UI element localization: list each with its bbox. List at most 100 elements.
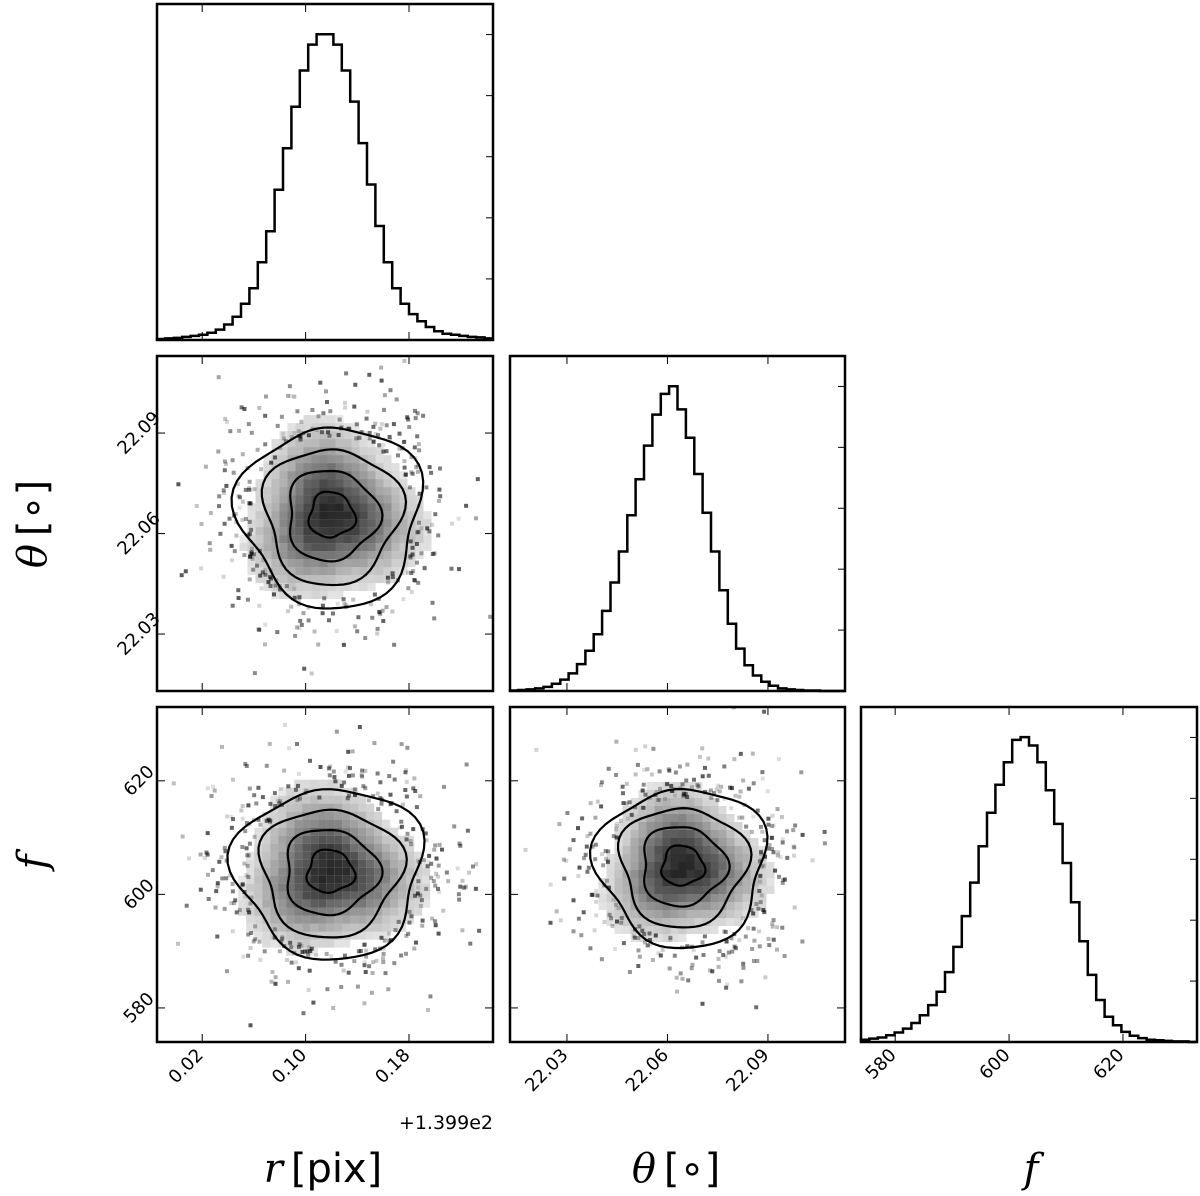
sample-point	[751, 814, 756, 819]
density-cell	[303, 495, 312, 504]
density-cell	[423, 511, 432, 520]
sample-point	[198, 852, 203, 857]
density-cell	[254, 907, 263, 916]
x-tick-label-f: 620	[1089, 1045, 1128, 1084]
density-cell	[390, 899, 399, 908]
density-cell	[678, 894, 687, 902]
sample-point	[759, 864, 764, 869]
sample-point	[288, 394, 293, 398]
density-cell	[678, 862, 687, 870]
sample-point	[611, 897, 616, 902]
sample-point	[579, 933, 584, 938]
density-cell	[302, 907, 311, 916]
sample-point	[402, 359, 407, 363]
density-cell	[334, 851, 343, 860]
density-cell	[670, 822, 679, 830]
sample-point	[411, 786, 416, 791]
sample-point	[305, 949, 309, 954]
sample-point	[362, 1001, 367, 1006]
sample-point	[317, 795, 322, 800]
density-cell	[327, 567, 336, 576]
density-cell	[319, 535, 328, 544]
sample-point	[561, 857, 566, 862]
sample-point	[242, 553, 247, 558]
sample-point	[663, 797, 667, 801]
sample-point	[414, 805, 419, 810]
sample-point	[260, 570, 265, 575]
sample-point	[379, 935, 384, 940]
sample-point	[227, 873, 232, 878]
density-cell	[310, 779, 319, 788]
sample-point	[654, 790, 659, 794]
density-cell	[670, 838, 679, 846]
sample-point	[266, 580, 271, 585]
density-cell	[334, 867, 343, 876]
sample-point	[361, 784, 366, 789]
sample-point	[306, 953, 311, 957]
sample-point	[308, 949, 313, 954]
sample-point	[412, 578, 417, 582]
density-cell	[734, 854, 743, 862]
density-cell	[279, 591, 288, 600]
sample-point	[419, 904, 424, 908]
sample-point	[176, 941, 180, 946]
sample-point	[709, 795, 714, 800]
sample-point	[408, 555, 413, 560]
density-cell	[246, 867, 255, 876]
sample-point	[411, 827, 416, 832]
sample-point	[637, 924, 642, 929]
density-cell	[654, 822, 663, 830]
sample-point	[282, 768, 287, 773]
sample-point	[222, 490, 226, 495]
density-cell	[302, 859, 311, 868]
density-cell	[319, 567, 328, 576]
density-cell	[246, 883, 255, 892]
sample-point	[778, 855, 783, 859]
density-cell	[271, 511, 280, 520]
density-cell	[318, 803, 327, 812]
density-cell	[630, 894, 639, 902]
density-cell	[295, 535, 304, 544]
density-cell	[423, 519, 432, 528]
density-cell	[654, 894, 663, 902]
density-cell	[342, 803, 351, 812]
density-cell	[398, 891, 407, 900]
sample-point	[576, 916, 581, 921]
density-cell	[670, 814, 679, 822]
sample-point	[222, 521, 227, 526]
sample-point	[631, 933, 636, 938]
sample-point	[406, 931, 411, 936]
sample-point	[697, 754, 702, 759]
sample-point	[275, 630, 280, 635]
sample-point	[474, 862, 479, 867]
density-cell	[262, 883, 271, 892]
density-cell	[294, 891, 303, 900]
sample-point	[341, 597, 346, 602]
density-cell	[407, 559, 416, 568]
sample-point	[404, 951, 408, 956]
sample-point	[248, 554, 253, 559]
density-cell	[302, 843, 311, 852]
sample-point	[411, 569, 416, 574]
density-cell	[374, 859, 383, 868]
density-cell	[247, 503, 256, 512]
axis-label-symbol: f	[10, 848, 56, 872]
density-cell	[311, 479, 320, 488]
density-cell	[351, 559, 360, 568]
density-cell	[359, 439, 368, 448]
density-cell	[319, 519, 328, 528]
density-cell	[366, 883, 375, 892]
density-cell	[383, 495, 392, 504]
sample-point	[438, 494, 443, 499]
density-cell	[383, 479, 392, 488]
sample-point	[409, 455, 414, 460]
sample-point	[729, 806, 734, 811]
density-cell	[343, 487, 352, 496]
density-cell	[398, 875, 407, 884]
density-cell	[278, 795, 287, 804]
density-cell	[406, 867, 415, 876]
density-cell	[311, 543, 320, 552]
sample-point	[716, 964, 721, 969]
density-cell	[606, 870, 615, 878]
density-cell	[710, 910, 719, 918]
